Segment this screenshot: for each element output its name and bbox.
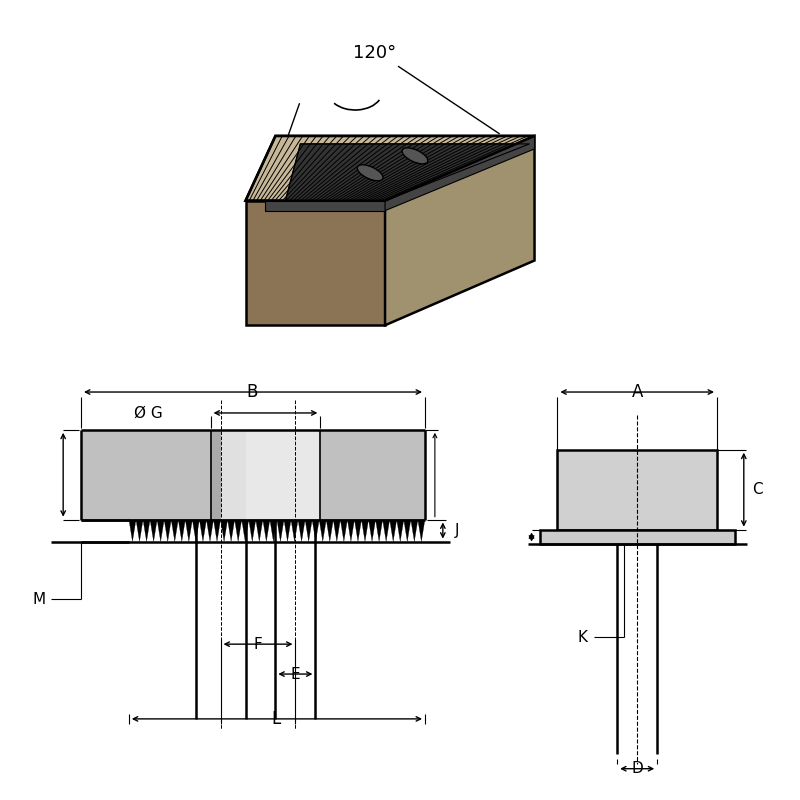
Ellipse shape <box>402 148 428 164</box>
Polygon shape <box>186 519 192 542</box>
Polygon shape <box>246 201 385 326</box>
Bar <box>210 430 221 519</box>
Polygon shape <box>418 519 425 542</box>
Polygon shape <box>347 519 354 542</box>
Polygon shape <box>199 519 206 542</box>
Bar <box>320 430 425 519</box>
Polygon shape <box>411 519 418 542</box>
Bar <box>558 450 717 530</box>
Text: A: A <box>631 383 643 401</box>
Polygon shape <box>385 136 534 326</box>
Text: K: K <box>578 630 587 645</box>
Polygon shape <box>206 519 214 542</box>
Polygon shape <box>246 136 534 201</box>
Polygon shape <box>382 519 390 542</box>
Polygon shape <box>277 519 284 542</box>
Text: B: B <box>247 383 258 401</box>
Polygon shape <box>340 519 347 542</box>
Text: 120°: 120° <box>354 44 397 62</box>
Polygon shape <box>362 519 369 542</box>
Bar <box>81 430 210 519</box>
Polygon shape <box>143 519 150 542</box>
Polygon shape <box>214 519 221 542</box>
Polygon shape <box>305 519 312 542</box>
Polygon shape <box>263 519 270 542</box>
Polygon shape <box>270 519 277 542</box>
Text: M: M <box>33 592 46 607</box>
Polygon shape <box>312 519 319 542</box>
Polygon shape <box>228 519 234 542</box>
Text: D: D <box>631 762 643 776</box>
Polygon shape <box>298 519 305 542</box>
Polygon shape <box>369 519 375 542</box>
Polygon shape <box>129 519 136 542</box>
Polygon shape <box>221 519 228 542</box>
Bar <box>81 430 425 519</box>
Polygon shape <box>385 136 534 210</box>
Polygon shape <box>291 519 298 542</box>
Polygon shape <box>266 201 385 210</box>
Polygon shape <box>404 519 411 542</box>
Polygon shape <box>390 519 397 542</box>
Text: E: E <box>290 666 300 682</box>
Polygon shape <box>286 144 530 201</box>
Bar <box>221 430 246 519</box>
Polygon shape <box>319 519 326 542</box>
Polygon shape <box>178 519 186 542</box>
Text: C: C <box>753 482 763 497</box>
Polygon shape <box>354 519 362 542</box>
Polygon shape <box>326 519 334 542</box>
Text: F: F <box>253 637 262 652</box>
Polygon shape <box>192 519 199 542</box>
Polygon shape <box>164 519 171 542</box>
Text: Ø G: Ø G <box>134 406 163 421</box>
Ellipse shape <box>358 165 383 181</box>
Polygon shape <box>234 519 242 542</box>
Text: L: L <box>272 710 281 728</box>
Polygon shape <box>249 519 256 542</box>
Text: J: J <box>454 523 459 538</box>
Polygon shape <box>284 519 291 542</box>
Polygon shape <box>334 519 340 542</box>
Polygon shape <box>171 519 178 542</box>
Bar <box>210 430 320 519</box>
Polygon shape <box>136 519 143 542</box>
Polygon shape <box>150 519 157 542</box>
Polygon shape <box>256 519 263 542</box>
Polygon shape <box>397 519 404 542</box>
Polygon shape <box>242 519 249 542</box>
Polygon shape <box>375 519 382 542</box>
Polygon shape <box>157 519 164 542</box>
Bar <box>539 530 735 545</box>
